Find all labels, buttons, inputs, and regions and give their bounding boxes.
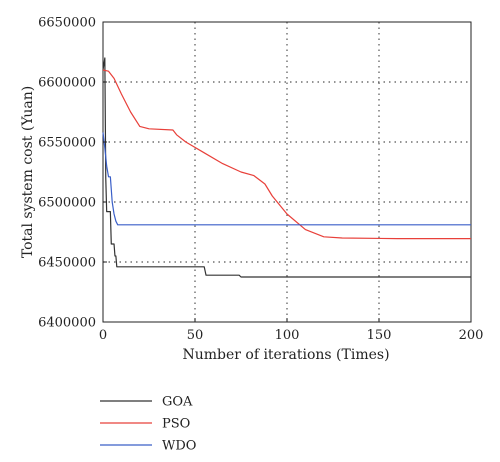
series-line-goa bbox=[102, 57, 471, 278]
series-line-pso bbox=[102, 69, 471, 240]
x-tick-label: 50 bbox=[187, 328, 204, 343]
y-tick-label: 6400000 bbox=[38, 316, 96, 331]
y-axis-ticks: 6400000 6450000 6500000 6550000 6600000 66500… bbox=[38, 16, 107, 331]
grid-lines bbox=[103, 22, 471, 322]
legend-label-pso: PSO bbox=[162, 417, 190, 432]
y-tick-label: 6500000 bbox=[38, 196, 96, 211]
y-tick-label: 6600000 bbox=[38, 76, 96, 91]
legend-label-wdo: WDO bbox=[162, 439, 196, 454]
x-tick-label: 200 bbox=[459, 328, 484, 343]
legend-label-goa: GOA bbox=[162, 395, 193, 410]
legend: GOA PSO WDO bbox=[100, 395, 196, 454]
x-tick-label: 150 bbox=[367, 328, 392, 343]
x-tick-label: 100 bbox=[275, 328, 300, 343]
y-tick-label: 6550000 bbox=[38, 136, 96, 151]
y-tick-label: 6650000 bbox=[38, 16, 96, 31]
y-tick-label: 6450000 bbox=[38, 256, 96, 271]
x-axis-ticks: 0 50 100 150 200 bbox=[99, 318, 484, 343]
series-line-wdo bbox=[102, 132, 471, 226]
y-axis-label: Total system cost (Yuan) bbox=[20, 86, 36, 258]
x-axis-label: Number of iterations (Times) bbox=[182, 347, 389, 363]
x-tick-label: 0 bbox=[99, 328, 107, 343]
series-layer bbox=[102, 57, 471, 278]
